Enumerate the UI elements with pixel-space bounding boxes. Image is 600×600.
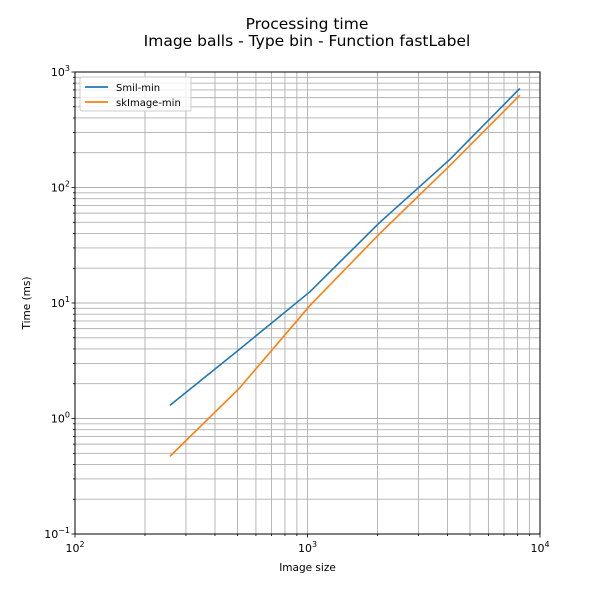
- y-tick-label: 10−1: [44, 526, 70, 541]
- grid: [75, 72, 540, 534]
- axis-ticks: [71, 71, 541, 538]
- y-tick-label: 103: [51, 64, 70, 79]
- chart-subtitle: Image balls - Type bin - Function fastLa…: [144, 32, 471, 50]
- y-tick-label: 101: [51, 295, 70, 310]
- x-tick-label: 104: [530, 540, 549, 555]
- series-lines: [169, 87, 521, 457]
- legend: Smil-min skImage-min: [79, 76, 192, 112]
- y-tick-label: 102: [51, 180, 70, 195]
- y-axis-label: Time (ms): [21, 277, 33, 331]
- legend-label-smil-min: Smil-min: [116, 83, 160, 94]
- series-line-smil-min: [169, 87, 521, 406]
- chart-title: Processing time: [246, 15, 369, 33]
- tick-labels: 102 103 104 10−1 100 101 102 103: [44, 64, 549, 555]
- legend-label-skimage-min: skImage-min: [116, 98, 181, 109]
- x-tick-label: 102: [65, 540, 84, 555]
- x-axis-label: Image size: [279, 562, 336, 574]
- y-tick-label: 100: [51, 411, 70, 426]
- series-line-skimage-min: [169, 94, 521, 457]
- x-tick-label: 103: [298, 540, 317, 555]
